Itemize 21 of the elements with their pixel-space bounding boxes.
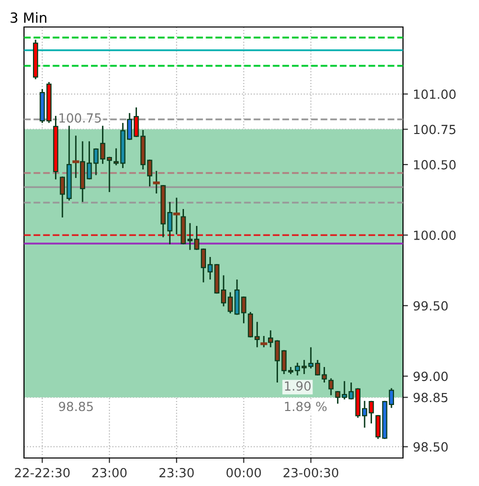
y-tick-label: 100.75 — [414, 124, 456, 134]
y-tick-label: 100.50 — [414, 160, 456, 170]
x-tick-label: 00:00 — [226, 468, 261, 478]
x-tick-label: 22-22:30 — [14, 468, 70, 478]
y-tick-label: 99.00 — [414, 372, 448, 382]
x-tick-label: 23-00:30 — [284, 468, 338, 478]
x-tick-label: 23:30 — [159, 468, 194, 478]
y-tick-label: 99.50 — [414, 301, 448, 311]
candlestick — [114, 148, 119, 166]
annotation: 1.90 — [284, 381, 311, 391]
y-tick-label: 98.50 — [414, 442, 448, 452]
y-tick-label: 101.00 — [414, 89, 456, 99]
chart-title: 3 Min — [10, 12, 46, 23]
y-tick-label: 98.85 — [414, 392, 448, 402]
y-tick-label: 100.00 — [414, 230, 456, 240]
candlestick — [328, 378, 334, 396]
candlestick — [167, 202, 172, 244]
x-tick-label: 23:00 — [92, 468, 127, 478]
annotation: 98.85 — [58, 402, 93, 412]
annotation: 100.75 — [59, 113, 101, 123]
annotation: 1.89 % — [284, 402, 327, 412]
